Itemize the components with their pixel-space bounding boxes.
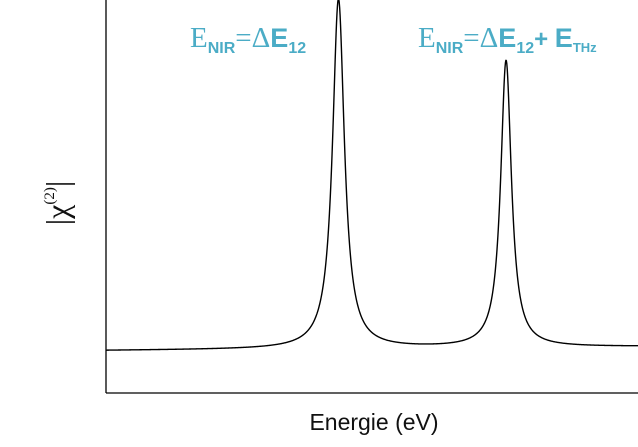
annotation-2-plus: +	[534, 26, 555, 53]
y-label-close-bar: |	[39, 181, 75, 187]
annotation-2-eq: =	[463, 22, 479, 54]
annotation-2-plus-e: E	[555, 23, 573, 53]
series-line	[105, 0, 638, 351]
x-axis-label: Energie (eV)	[309, 409, 438, 435]
annotation-1-bold-sub: 12	[288, 40, 306, 57]
y-axis-label: |χ(2)|	[39, 181, 75, 226]
y-label-open-bar: |	[39, 219, 75, 225]
peak-annotation-1: ENIR=ΔE12	[190, 22, 306, 57]
annotation-2-plus-sub: THz	[573, 40, 597, 55]
y-label-chi: χ	[39, 204, 75, 220]
annotation-1-sub: NIR	[208, 40, 236, 57]
annotation-2-e: E	[418, 22, 436, 54]
annotation-2-sub: NIR	[436, 40, 464, 57]
annotation-1-delta: Δ	[252, 22, 271, 54]
chart-axes	[105, 0, 638, 394]
annotation-1-e: E	[190, 22, 208, 54]
y-label-superscript: (2)	[42, 187, 58, 205]
annotation-1-bold-e: E	[270, 23, 288, 53]
annotation-2-delta: Δ	[480, 22, 499, 54]
peak-annotation-2: ENIR=ΔE12+ ETHz	[418, 22, 597, 57]
svg-text:|χ(2)|: |χ(2)|	[39, 181, 75, 226]
annotation-2-bold-e: E	[498, 23, 516, 53]
annotation-1-eq: =	[235, 22, 251, 54]
annotation-2-bold-sub: 12	[516, 40, 534, 57]
